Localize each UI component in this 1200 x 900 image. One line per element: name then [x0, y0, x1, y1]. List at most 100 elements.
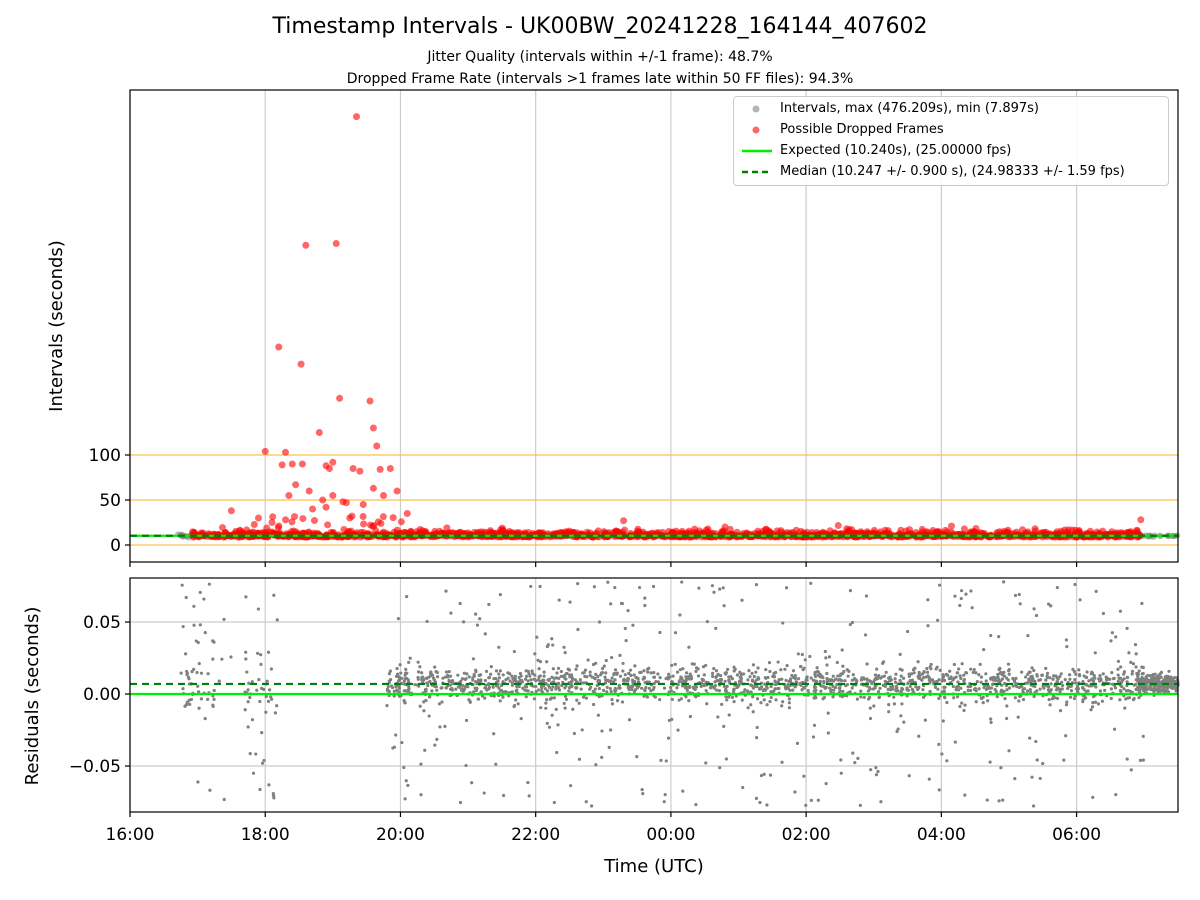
residual-point [1058, 709, 1063, 713]
residual-point [402, 765, 406, 770]
residual-point [1045, 684, 1049, 688]
residual-point [821, 676, 825, 680]
residual-point [397, 686, 402, 690]
residual-point [714, 626, 718, 630]
residual-point [1001, 580, 1006, 584]
dropped-frame-point [369, 522, 377, 530]
dropped-frame-point [1124, 528, 1132, 536]
x-tick-label: 16:00 [106, 825, 155, 845]
residual-point [787, 679, 791, 684]
residual-point [751, 710, 755, 714]
residual-point [592, 676, 597, 680]
residual-point [848, 690, 852, 694]
residual-point [964, 592, 968, 596]
residual-point [667, 690, 671, 694]
residual-point [1040, 673, 1044, 677]
residual-point [1146, 678, 1150, 682]
dropped-frame-point [250, 520, 258, 528]
residual-point [458, 601, 462, 606]
residual-point [246, 700, 250, 704]
residual-point [868, 716, 873, 721]
residual-point [264, 694, 268, 699]
legend-label-expected: Expected (10.240s), (25.00000 fps) [780, 143, 1012, 158]
residual-point [514, 698, 518, 702]
residual-point [1064, 703, 1069, 707]
residual-point [208, 788, 212, 792]
intervals-x-ticks [129, 562, 1078, 567]
residual-point [187, 698, 191, 702]
residual-point [454, 687, 458, 691]
residual-point [720, 702, 724, 706]
residual-point [869, 768, 873, 772]
residual-point [936, 618, 940, 622]
residual-point [920, 678, 924, 682]
residual-point [524, 669, 528, 673]
residual-point [948, 669, 952, 673]
residual-point [917, 734, 921, 738]
residual-point [802, 774, 806, 778]
residual-point [464, 763, 468, 768]
residual-point [958, 674, 962, 678]
y-tick-label: −0.05 [69, 757, 121, 777]
residual-point [483, 696, 487, 700]
residual-point [188, 702, 192, 706]
residual-point [517, 675, 521, 680]
residual-point [796, 677, 801, 681]
residual-point [1049, 682, 1053, 686]
residual-point [546, 643, 550, 647]
dropped-frame-point [379, 513, 387, 521]
residual-point [1021, 688, 1025, 692]
residual-point [1034, 739, 1038, 744]
residual-point [508, 679, 512, 683]
residual-point [1125, 626, 1129, 630]
residual-point [1060, 683, 1065, 688]
residual-point [1035, 689, 1039, 693]
residual-point [1152, 687, 1156, 691]
residual-point [552, 696, 556, 700]
residual-point [537, 678, 541, 682]
residual-point [1011, 684, 1015, 688]
residual-point [222, 617, 226, 621]
residual-point [1018, 602, 1022, 606]
residual-point [474, 612, 478, 616]
legend-item-expected: Expected (10.240s), (25.00000 fps) [734, 141, 1168, 161]
residual-point [607, 745, 611, 749]
residual-point [754, 583, 759, 587]
residual-point [1078, 598, 1082, 602]
residual-point [644, 686, 648, 690]
residual-point [437, 702, 441, 706]
residual-point [1071, 667, 1075, 672]
residual-point [1027, 677, 1031, 681]
residual-point [826, 731, 830, 735]
residual-point [912, 671, 916, 675]
residual-point [403, 677, 407, 681]
residual-point [740, 598, 744, 602]
residual-point [1127, 696, 1132, 700]
residual-point [1136, 675, 1140, 679]
residual-point [428, 679, 432, 684]
residual-point [951, 684, 955, 689]
residual-point [694, 803, 698, 807]
dropped-frame-point [970, 528, 978, 536]
residual-point [940, 690, 944, 694]
residual-point [971, 670, 975, 674]
residual-point [1092, 679, 1096, 683]
residual-point [492, 694, 496, 698]
residual-point [1093, 700, 1098, 704]
residual-point [737, 683, 741, 687]
residual-point [902, 720, 906, 724]
residual-point [588, 670, 592, 674]
residual-point [856, 756, 860, 761]
residual-point [450, 678, 455, 683]
residual-point [670, 717, 674, 721]
residual-point [711, 674, 715, 678]
dropped-frame-point [386, 465, 394, 472]
residual-point [259, 662, 263, 666]
residual-point [943, 685, 947, 689]
residual-point [494, 676, 498, 681]
residual-point [563, 706, 567, 710]
residual-point [767, 661, 772, 665]
residual-point [893, 680, 898, 684]
dropped-frame-point [359, 512, 367, 520]
residual-point [271, 791, 275, 796]
